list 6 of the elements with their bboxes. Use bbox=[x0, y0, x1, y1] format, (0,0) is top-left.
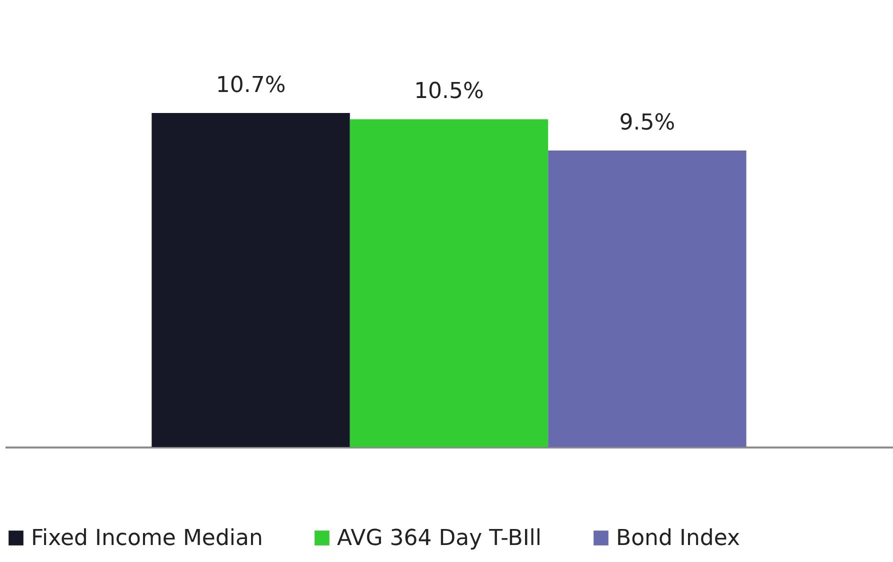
data-label: 9.5% bbox=[619, 110, 676, 136]
legend-label: AVG 364 Day T-BIll bbox=[337, 526, 542, 551]
legend-label: Fixed Income Median bbox=[31, 526, 263, 551]
legend-label: Bond Index bbox=[616, 526, 740, 551]
data-label: 10.5% bbox=[414, 79, 484, 104]
data-label: 10.7% bbox=[216, 73, 286, 98]
